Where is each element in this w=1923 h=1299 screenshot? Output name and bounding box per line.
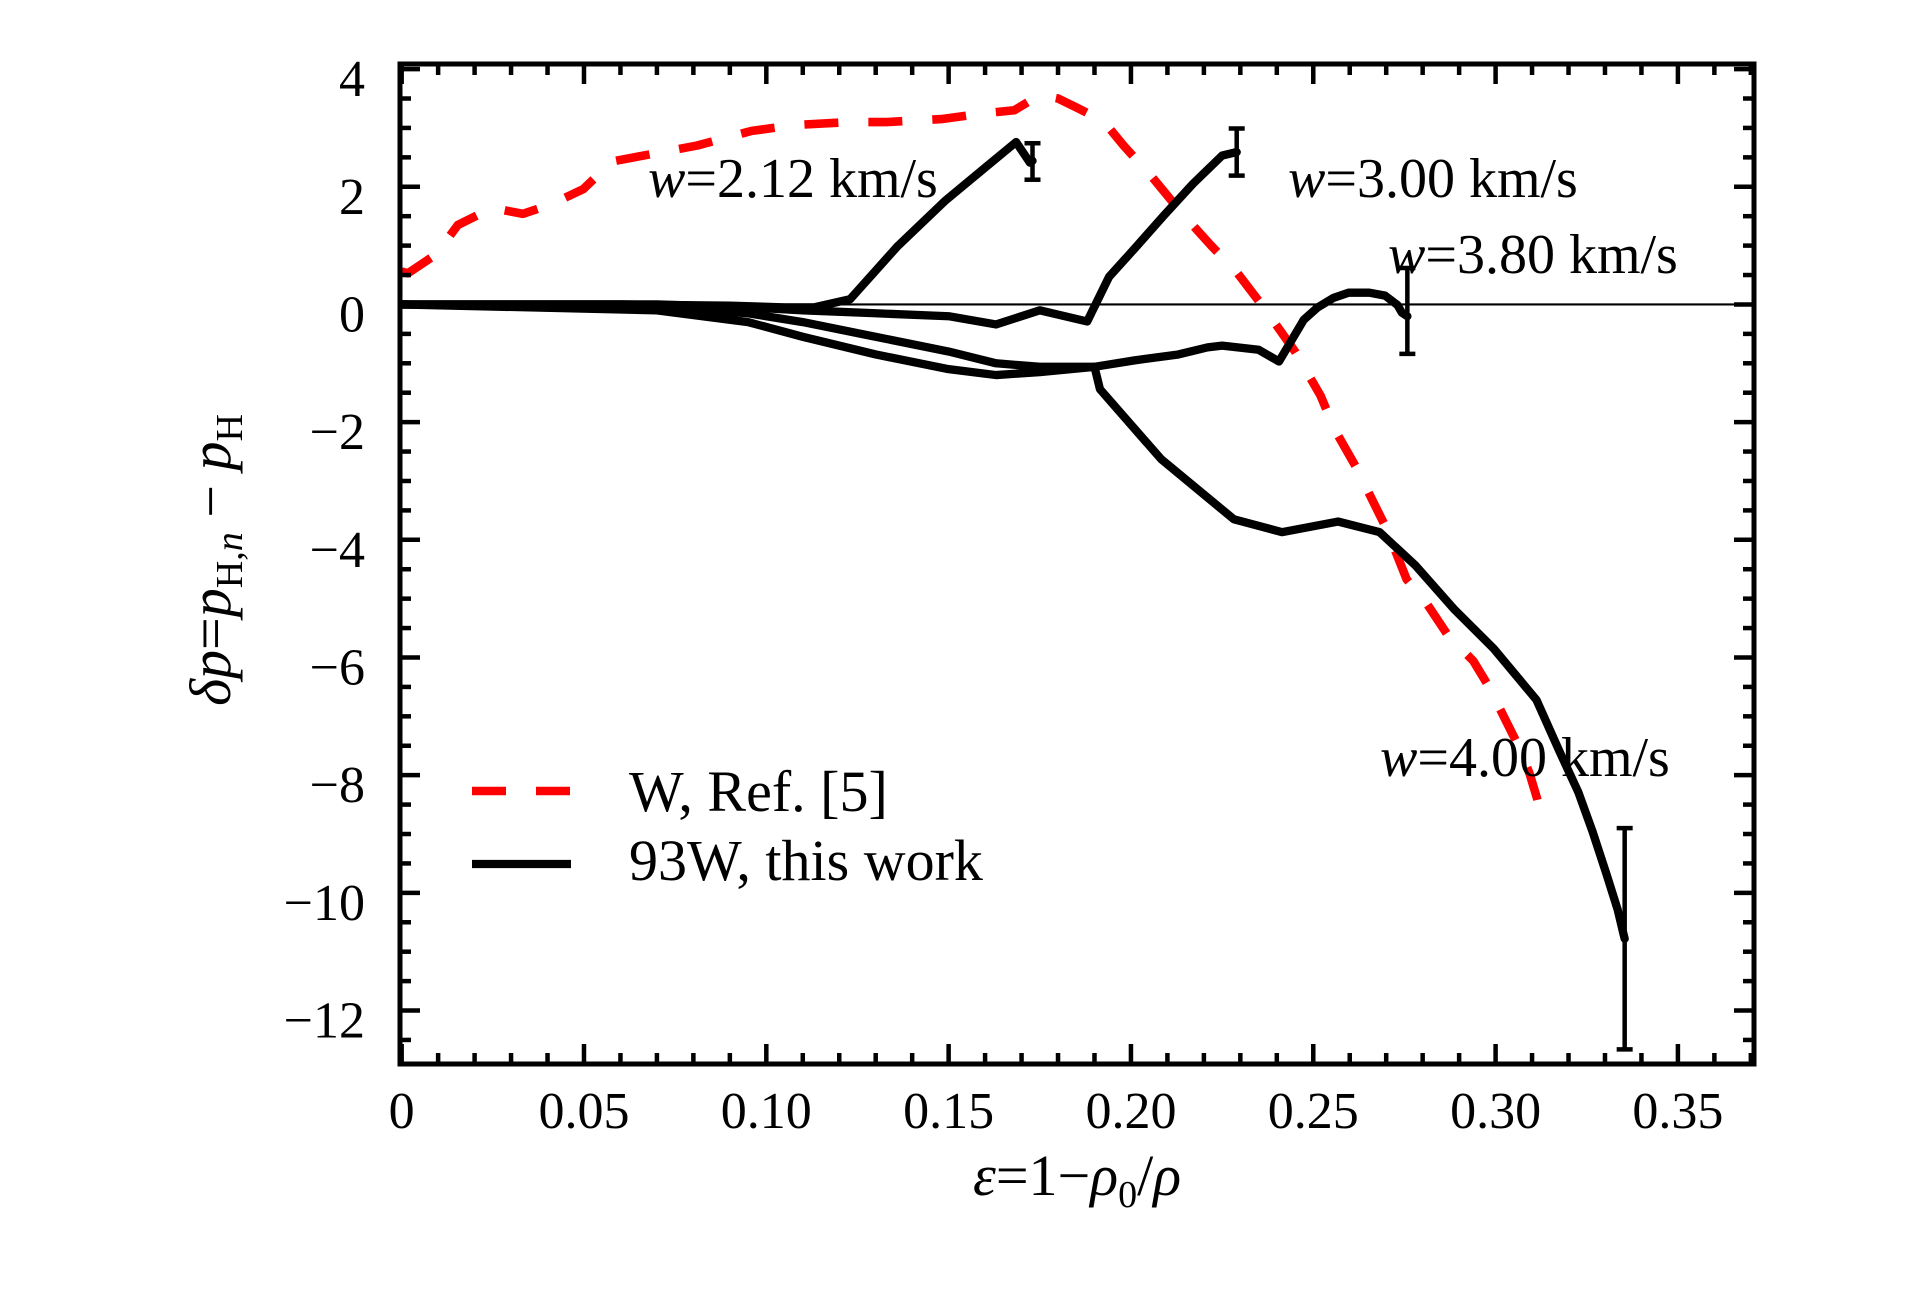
- svg-text:0: 0: [339, 286, 365, 343]
- svg-text:W, Ref. [5]: W, Ref. [5]: [629, 759, 888, 824]
- svg-text:0.20: 0.20: [1085, 1083, 1176, 1140]
- svg-text:0.10: 0.10: [721, 1083, 812, 1140]
- svg-text:93W, this work: 93W, this work: [629, 828, 983, 893]
- svg-text:0.30: 0.30: [1450, 1083, 1541, 1140]
- svg-text:0.25: 0.25: [1268, 1083, 1359, 1140]
- svg-text:0.35: 0.35: [1632, 1083, 1723, 1140]
- svg-text:2: 2: [339, 169, 365, 226]
- svg-text:−10: −10: [284, 875, 365, 932]
- svg-text:0.15: 0.15: [903, 1083, 994, 1140]
- svg-text:4: 4: [339, 51, 365, 108]
- svg-text:ε=1−ρ0/ρ: ε=1−ρ0/ρ: [973, 1143, 1181, 1216]
- svg-text:0: 0: [389, 1083, 415, 1140]
- svg-text:−6: −6: [310, 639, 365, 696]
- svg-text:−8: −8: [310, 757, 365, 814]
- svg-text:−12: −12: [284, 993, 365, 1050]
- svg-text:w=3.00 km/s: w=3.00 km/s: [1288, 148, 1578, 210]
- svg-text:w=2.12 km/s: w=2.12 km/s: [648, 148, 938, 210]
- svg-text:−2: −2: [310, 404, 365, 461]
- svg-text:0.05: 0.05: [538, 1083, 629, 1140]
- svg-text:δp=pH,n − pH: δp=pH,n − pH: [178, 414, 251, 706]
- svg-text:w=3.80 km/s: w=3.80 km/s: [1388, 224, 1678, 286]
- svg-text:w=4.00 km/s: w=4.00 km/s: [1380, 727, 1670, 789]
- svg-text:−4: −4: [310, 522, 365, 579]
